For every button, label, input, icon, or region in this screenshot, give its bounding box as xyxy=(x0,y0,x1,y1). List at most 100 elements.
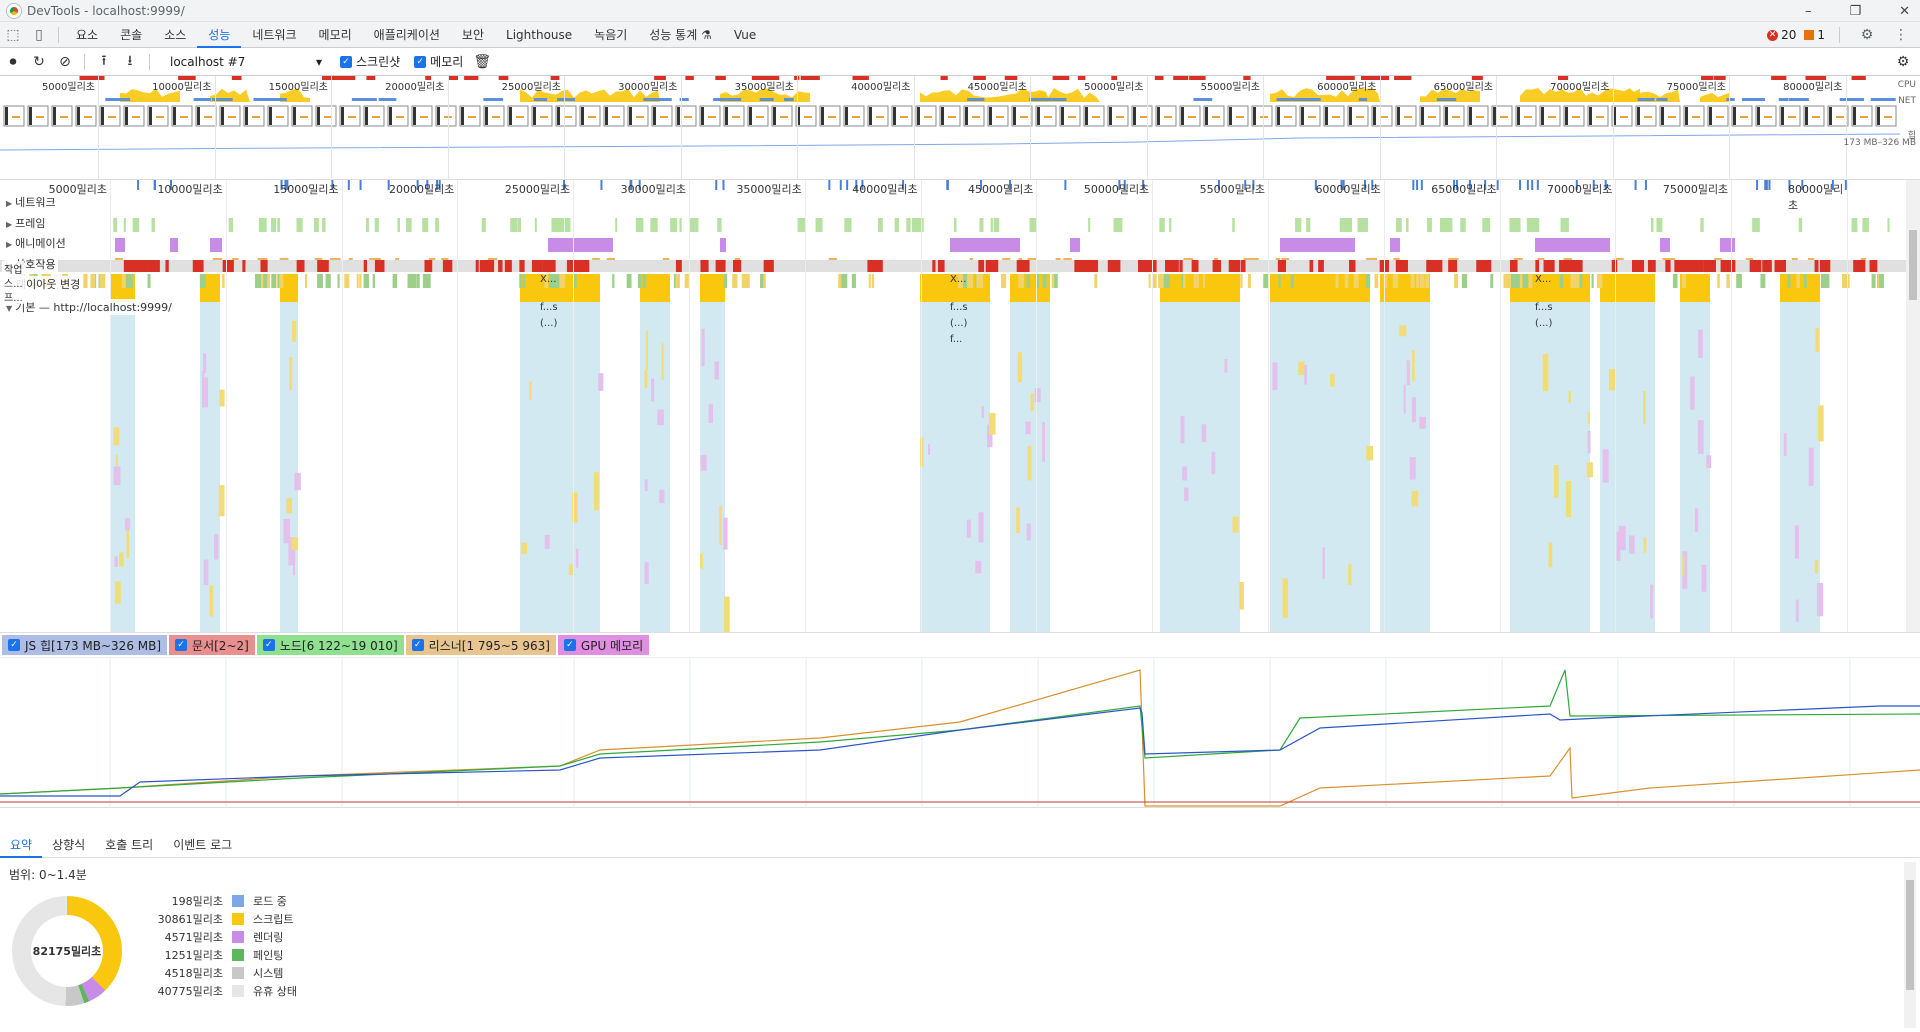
track-label-0[interactable]: ▶ 네트워크 xyxy=(4,194,58,210)
memory-counter-toggle-1[interactable]: ✓ 문서[2~2] xyxy=(169,635,255,655)
small-task xyxy=(1803,274,1807,288)
long-task xyxy=(1191,260,1197,272)
timeline-overview[interactable]: 5000밀리초 10000밀리초 15000밀리초 20000밀리초 25000밀리초 3… xyxy=(0,76,1920,180)
flame-chart[interactable]: X... X... X... f...s (...) f...s (...) f... f...… xyxy=(0,180,1906,632)
small-task xyxy=(272,274,277,288)
track-label-1[interactable]: ▶ 프레임 xyxy=(4,214,48,231)
profile-select-value: localhost #7 xyxy=(170,54,246,69)
network-tick xyxy=(828,180,831,190)
small-task xyxy=(1877,274,1880,288)
tab-5[interactable]: 메모리 xyxy=(318,27,352,42)
net-request-bar xyxy=(1726,98,1735,101)
screenshot-content xyxy=(12,116,20,118)
minimize-icon[interactable]: – xyxy=(1804,3,1812,19)
device-toolbar-icon[interactable]: ▯ xyxy=(35,26,43,43)
reload-record-button[interactable]: ↻ xyxy=(33,53,45,70)
frame-bar xyxy=(1295,218,1302,232)
tab-4[interactable]: 네트워크 xyxy=(252,27,297,42)
tab-9[interactable]: 녹음기 xyxy=(594,27,628,42)
clear-button[interactable]: ⊘ xyxy=(59,53,71,70)
tab-2[interactable]: 소스 xyxy=(164,27,187,42)
call-stack-frame xyxy=(113,466,121,486)
bottom-tab-0[interactable]: 요약 xyxy=(0,832,43,858)
small-task xyxy=(1823,274,1830,288)
timeline-tick-label: 45000밀리초 xyxy=(968,183,1034,196)
net-request-bar xyxy=(355,98,377,101)
cpu-burst xyxy=(1420,88,1480,102)
collect-garbage-icon[interactable]: 🗑 xyxy=(473,53,492,70)
call-stack-frame xyxy=(651,378,655,402)
tab-11[interactable]: Vue xyxy=(733,27,757,42)
track-label-2[interactable]: ▶ 애니메이션 xyxy=(4,235,68,251)
overview-tick-label: 30000밀리초 xyxy=(618,82,678,93)
summary-legend-row: 40775밀리초 유휴 상태 xyxy=(120,982,297,1000)
summary-scrollbar[interactable] xyxy=(1904,862,1916,1028)
download-profile-button[interactable]: ⭳ xyxy=(127,52,133,69)
screenshot-sidebar xyxy=(1445,107,1448,125)
screenshot-sidebar xyxy=(1877,107,1880,125)
tab-7[interactable]: 보안 xyxy=(461,27,485,42)
timeline-grid-line xyxy=(689,180,690,632)
screenshot-content xyxy=(684,116,692,118)
tab-0[interactable]: 요소 xyxy=(76,27,99,42)
scrollbar-thumb[interactable] xyxy=(1906,880,1914,990)
bottom-tab-3[interactable]: 이벤트 로그 xyxy=(173,837,233,852)
screenshot-content xyxy=(300,116,308,118)
expand-triangle-icon[interactable]: ▶ xyxy=(6,240,13,249)
animation-bar xyxy=(1280,238,1355,252)
memory-checkbox[interactable]: ✓ 메모리 xyxy=(414,53,463,70)
screenshot-content xyxy=(900,116,908,118)
long-task-marker xyxy=(331,76,349,80)
close-icon[interactable]: ✕ xyxy=(1899,3,1910,19)
screenshot-content xyxy=(1380,116,1388,118)
expand-triangle-icon[interactable]: ▶ xyxy=(6,219,13,229)
settings-gear-icon[interactable]: ⚙ xyxy=(1860,27,1874,43)
collapse-triangle-icon[interactable]: ▼ xyxy=(6,304,13,313)
long-task-marker xyxy=(973,76,982,80)
screenshot-sidebar xyxy=(1733,107,1736,125)
profile-select[interactable]: localhost #7 ▾ xyxy=(166,52,326,72)
main-thread-label[interactable]: ▼ 기본 — http://localhost:9999/ xyxy=(4,299,174,315)
record-button[interactable]: ⏺ xyxy=(9,53,17,70)
long-task-marker xyxy=(464,76,479,80)
call-stack-frame xyxy=(1587,431,1591,454)
screenshot-content xyxy=(1188,116,1196,118)
long-task xyxy=(542,260,551,272)
long-task-marker xyxy=(794,76,800,80)
divider xyxy=(58,26,59,43)
call-stack-frame xyxy=(289,356,293,391)
memory-counter-toggle-4[interactable]: ✓ GPU 메모리 xyxy=(557,635,650,655)
memory-counter-toggle-3[interactable]: ✓ 리스너[1 795~5 963] xyxy=(405,635,556,655)
call-stack-frame xyxy=(521,542,527,554)
screenshots-checkbox[interactable]: ✓ 스크린샷 xyxy=(340,53,400,70)
flame-chart-scrollbar[interactable] xyxy=(1906,180,1920,632)
memory-counter-toggle-0[interactable]: ✓ JS 힙[173 MB~326 MB] xyxy=(2,635,168,655)
long-task-marker xyxy=(178,76,196,80)
warning-count[interactable]: 1 xyxy=(1804,28,1825,42)
more-options-icon[interactable]: ⋮ xyxy=(1894,27,1908,43)
bottom-tab-2[interactable]: 호출 트리 xyxy=(105,837,154,852)
upload-profile-button[interactable]: ⭱ xyxy=(101,52,107,69)
frame-bar xyxy=(397,218,400,232)
tab-8[interactable]: Lighthouse xyxy=(506,27,573,42)
bottom-tab-1[interactable]: 상향식 xyxy=(52,837,86,852)
expand-triangle-icon[interactable]: ▶ xyxy=(6,199,13,208)
tab-6[interactable]: 애플리케이션 xyxy=(373,27,440,42)
call-stack-frame xyxy=(708,404,714,424)
long-task xyxy=(1824,260,1831,272)
cpu-burst xyxy=(120,88,180,102)
capture-settings-icon[interactable]: ⚙ xyxy=(1896,53,1910,70)
restore-icon[interactable]: ❐ xyxy=(1849,3,1862,19)
screenshot-content xyxy=(516,116,524,118)
network-tick xyxy=(1217,180,1220,190)
tab-1[interactable]: 콘솔 xyxy=(120,27,143,42)
inspect-element-icon[interactable]: ⬚ xyxy=(6,26,20,43)
tab-3[interactable]: 성능 xyxy=(197,22,242,48)
scrollbar-thumb[interactable] xyxy=(1909,230,1917,300)
flame-frame-label: f...s xyxy=(1535,302,1553,313)
small-task xyxy=(642,274,647,288)
tab-10[interactable]: 성능 통계 ⚗ xyxy=(649,27,712,42)
memory-counter-toggle-2[interactable]: ✓ 노드[6 122~19 010] xyxy=(256,635,404,655)
script-block xyxy=(1780,274,1820,302)
error-count[interactable]: ✕ 20 xyxy=(1767,28,1796,42)
